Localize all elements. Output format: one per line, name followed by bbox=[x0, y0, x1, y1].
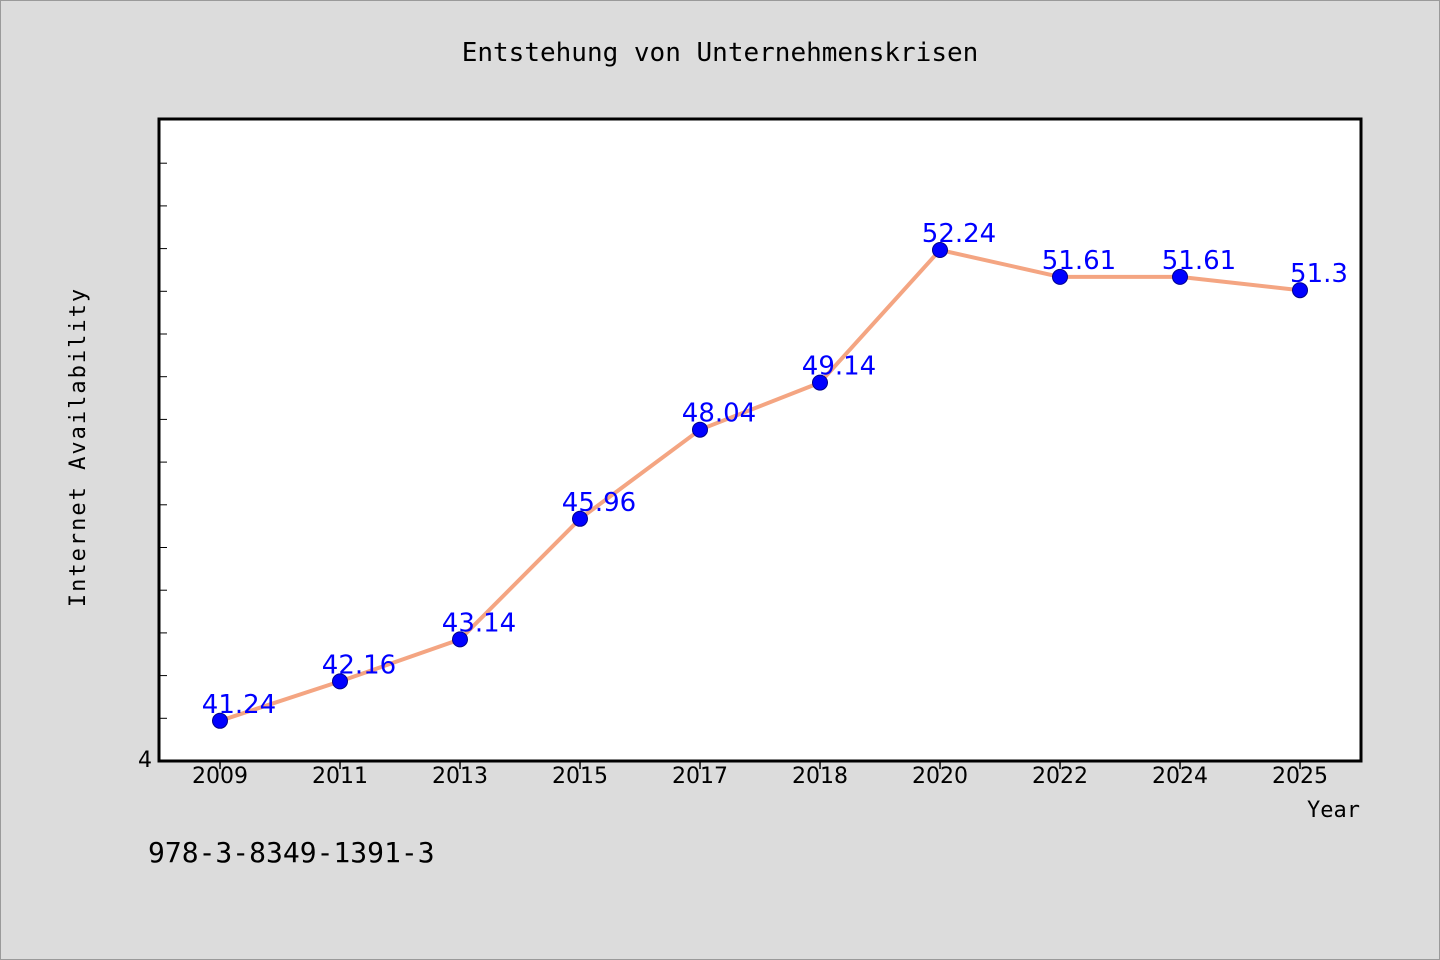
data-label: 52.24 bbox=[922, 219, 996, 249]
x-axis-ticks bbox=[219, 761, 1301, 769]
data-label: 48.04 bbox=[682, 399, 756, 429]
plot-area bbox=[157, 117, 1363, 763]
data-point bbox=[212, 712, 228, 729]
x-axis-tick-labels: 2009 2011 2013 2015 2017 2018 2020 2022 2024 2025 bbox=[192, 764, 1328, 789]
data-label: 43.14 bbox=[442, 608, 516, 638]
series-line bbox=[219, 248, 1301, 723]
x-axis-label: Year bbox=[1307, 798, 1360, 823]
data-label: 45.96 bbox=[562, 488, 636, 518]
data-label: 42.16 bbox=[322, 650, 396, 680]
x-tick-label: 2015 bbox=[552, 764, 608, 789]
data-label: 49.14 bbox=[802, 352, 876, 382]
x-tick-label: 2025 bbox=[1272, 764, 1328, 789]
data-point bbox=[452, 631, 468, 648]
data-label: 51.61 bbox=[1162, 246, 1236, 276]
chart-title: Entstehung von Unternehmenskrisen bbox=[462, 38, 979, 68]
x-tick-label: 2013 bbox=[432, 764, 488, 789]
data-point bbox=[692, 421, 708, 438]
x-tick-label: 2009 bbox=[192, 764, 248, 789]
isbn-text: 978-3-8349-1391-3 bbox=[148, 836, 435, 869]
data-point bbox=[1052, 268, 1068, 285]
data-point bbox=[812, 374, 828, 391]
x-tick-label: 2018 bbox=[792, 764, 848, 789]
x-tick-label: 2022 bbox=[1032, 764, 1088, 789]
data-point bbox=[1172, 268, 1188, 285]
series: 41.24 42.16 43.14 45.96 48.04 49.14 52.24 51.61… bbox=[202, 219, 1348, 729]
data-label: 51.3 bbox=[1290, 259, 1348, 289]
y-axis-label: Internet Availability bbox=[66, 287, 91, 607]
data-point bbox=[332, 673, 348, 690]
x-tick-label: 2024 bbox=[1152, 764, 1208, 789]
data-point bbox=[932, 242, 948, 258]
data-point bbox=[1292, 282, 1308, 299]
x-tick-label: 2011 bbox=[312, 764, 368, 789]
data-label: 41.24 bbox=[202, 690, 276, 720]
x-tick-label: 2020 bbox=[912, 764, 968, 789]
data-point bbox=[572, 510, 588, 527]
data-label: 51.61 bbox=[1042, 246, 1116, 276]
y-tick-label: 4 bbox=[138, 748, 152, 773]
y-axis-ticks bbox=[160, 162, 167, 762]
x-tick-label: 2017 bbox=[672, 764, 728, 789]
